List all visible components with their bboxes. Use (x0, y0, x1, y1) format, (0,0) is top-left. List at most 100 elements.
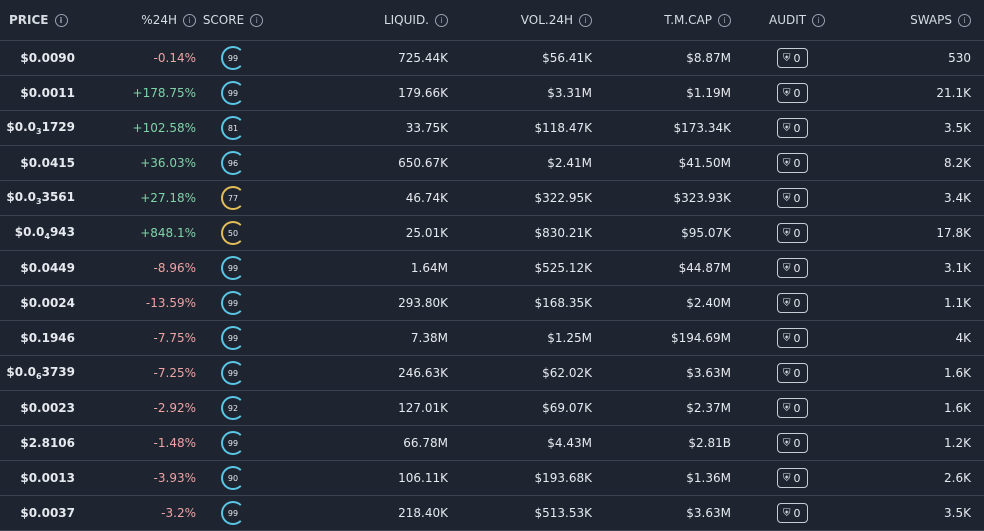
liquidity-cell: 46.74K (269, 180, 449, 216)
table-row[interactable]: $0.04943 +848.1% 50 25.01K $830.21K $95.… (0, 215, 984, 251)
volume-cell: $118.47K (449, 110, 593, 146)
audit-cell: ⛨ 0 (732, 180, 868, 216)
info-icon[interactable]: i (579, 13, 592, 27)
volume-cell: $168.35K (449, 285, 593, 321)
audit-badge[interactable]: ⛨ 0 (777, 503, 808, 523)
volume-cell: $193.68K (449, 460, 593, 496)
info-icon[interactable]: i (183, 13, 196, 27)
info-icon[interactable]: i (250, 13, 264, 27)
info-icon[interactable]: i (958, 13, 971, 27)
change-cell: -13.59% (75, 285, 197, 321)
header-liquidity[interactable]: LIQUID. i (269, 0, 449, 41)
audit-badge[interactable]: ⛨ 0 (777, 258, 808, 278)
audit-badge[interactable]: ⛨ 0 (777, 398, 808, 418)
table-row[interactable]: $0.0449 -8.96% 99 1.64M $525.12K $44.87M… (0, 250, 984, 286)
mcap-cell: $41.50M (593, 145, 732, 181)
table-row[interactable]: $0.063739 -7.25% 99 246.63K $62.02K $3.6… (0, 355, 984, 391)
volume-cell: $525.12K (449, 250, 593, 286)
liquidity-cell: 33.75K (269, 110, 449, 146)
mcap-cell: $323.93K (593, 180, 732, 216)
price-cell: $0.0011 (0, 75, 75, 111)
liquidity-cell: 1.64M (269, 250, 449, 286)
header-mcap[interactable]: T.M.CAP i (593, 0, 732, 41)
audit-badge[interactable]: ⛨ 0 (777, 188, 808, 208)
audit-badge[interactable]: ⛨ 0 (777, 328, 808, 348)
score-cell: 50 (197, 215, 269, 251)
info-icon[interactable]: i (54, 13, 68, 27)
audit-cell: ⛨ 0 (732, 250, 868, 286)
audit-cell: ⛨ 0 (732, 320, 868, 356)
score-cell: 77 (197, 180, 269, 216)
price-cell: $0.0037 (0, 495, 75, 531)
score-ring: 77 (221, 186, 245, 210)
swaps-cell: 1.6K (868, 390, 984, 426)
audit-badge[interactable]: ⛨ 0 (777, 83, 808, 103)
audit-badge[interactable]: ⛨ 0 (777, 363, 808, 383)
table-row[interactable]: $0.0090 -0.14% 99 725.44K $56.41K $8.87M… (0, 40, 984, 76)
score-ring: 81 (221, 116, 245, 140)
score-ring: 99 (221, 361, 245, 385)
change-cell: -7.25% (75, 355, 197, 391)
table-row[interactable]: $0.0023 -2.92% 92 127.01K $69.07K $2.37M… (0, 390, 984, 426)
score-ring: 99 (221, 501, 245, 525)
header-swaps[interactable]: SWAPS i (868, 0, 984, 41)
score-ring: 99 (221, 256, 245, 280)
change-cell: +848.1% (75, 215, 197, 251)
score-cell: 99 (197, 250, 269, 286)
info-icon[interactable]: i (812, 13, 826, 27)
audit-badge[interactable]: ⛨ 0 (777, 433, 808, 453)
volume-cell: $3.31M (449, 75, 593, 111)
score-cell: 99 (197, 320, 269, 356)
liquidity-cell: 66.78M (269, 425, 449, 461)
table-row[interactable]: $0.0024 -13.59% 99 293.80K $168.35K $2.4… (0, 285, 984, 321)
audit-cell: ⛨ 0 (732, 495, 868, 531)
info-icon[interactable]: i (435, 13, 448, 27)
swaps-cell: 4K (868, 320, 984, 356)
swaps-cell: 3.5K (868, 110, 984, 146)
header-score[interactable]: SCORE i (197, 0, 269, 41)
audit-badge[interactable]: ⛨ 0 (777, 48, 808, 68)
audit-badge[interactable]: ⛨ 0 (777, 153, 808, 173)
mcap-cell: $2.40M (593, 285, 732, 321)
score-cell: 99 (197, 355, 269, 391)
change-cell: +178.75% (75, 75, 197, 111)
table-row[interactable]: $0.0037 -3.2% 99 218.40K $513.53K $3.63M… (0, 495, 984, 531)
table-header-row: PRICE i %24H i SCORE i LIQUID. i VOL.24H i T.… (0, 0, 984, 41)
shield-check-icon: ⛨ (783, 262, 791, 274)
header-price[interactable]: PRICE i (0, 0, 75, 41)
audit-badge[interactable]: ⛨ 0 (777, 223, 808, 243)
change-cell: -1.48% (75, 425, 197, 461)
table-row[interactable]: $2.8106 -1.48% 99 66.78M $4.43M $2.81B ⛨… (0, 425, 984, 461)
mcap-cell: $3.63M (593, 495, 732, 531)
table-row[interactable]: $0.033561 +27.18% 77 46.74K $322.95K $32… (0, 180, 984, 216)
liquidity-cell: 650.67K (269, 145, 449, 181)
change-cell: +36.03% (75, 145, 197, 181)
swaps-cell: 3.5K (868, 495, 984, 531)
table-row[interactable]: $0.0013 -3.93% 90 106.11K $193.68K $1.36… (0, 460, 984, 496)
info-icon[interactable]: i (718, 13, 731, 27)
audit-cell: ⛨ 0 (732, 460, 868, 496)
header-change[interactable]: %24H i (75, 0, 197, 41)
audit-badge[interactable]: ⛨ 0 (777, 293, 808, 313)
liquidity-cell: 246.63K (269, 355, 449, 391)
mcap-cell: $1.36M (593, 460, 732, 496)
audit-badge[interactable]: ⛨ 0 (777, 468, 808, 488)
table-row[interactable]: $0.0415 +36.03% 96 650.67K $2.41M $41.50… (0, 145, 984, 181)
table-row[interactable]: $0.031729 +102.58% 81 33.75K $118.47K $1… (0, 110, 984, 146)
audit-badge[interactable]: ⛨ 0 (777, 118, 808, 138)
volume-cell: $1.25M (449, 320, 593, 356)
table-row[interactable]: $0.1946 -7.75% 99 7.38M $1.25M $194.69M … (0, 320, 984, 356)
header-volume[interactable]: VOL.24H i (449, 0, 593, 41)
shield-check-icon: ⛨ (783, 437, 791, 449)
liquidity-cell: 7.38M (269, 320, 449, 356)
score-ring: 99 (221, 46, 245, 70)
change-cell: +102.58% (75, 110, 197, 146)
volume-cell: $4.43M (449, 425, 593, 461)
table-row[interactable]: $0.0011 +178.75% 99 179.66K $3.31M $1.19… (0, 75, 984, 111)
score-cell: 99 (197, 40, 269, 76)
swaps-cell: 3.4K (868, 180, 984, 216)
header-audit[interactable]: AUDIT i (732, 0, 868, 41)
shield-check-icon: ⛨ (783, 472, 791, 484)
swaps-cell: 17.8K (868, 215, 984, 251)
swaps-cell: 530 (868, 40, 984, 76)
